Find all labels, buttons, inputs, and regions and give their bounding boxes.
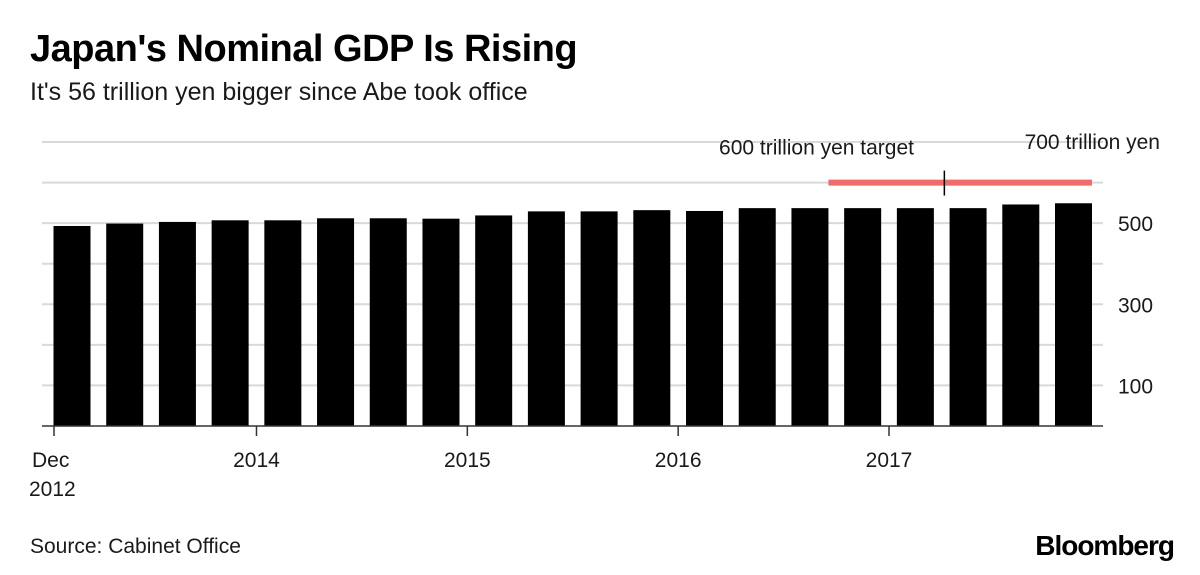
y-tick-label-500: 500 [1118,213,1153,236]
bar-mar-2014 [317,218,355,426]
y-tick-label-300: 300 [1118,294,1153,317]
chart-subtitle: It's 56 trillion yen bigger since Abe to… [30,78,528,106]
bar-dec-2015 [686,210,724,426]
x-tick-label-2015: 2015 [444,449,491,472]
x-tick-label-2016: 2016 [655,449,702,472]
target-label: 600 trillion yen target [719,137,914,160]
bar-dec-2016 [896,208,934,426]
bar-jun-2015 [580,211,618,426]
bar-sep-2014 [422,218,460,426]
chart-title: Japan's Nominal GDP Is Rising [30,28,578,70]
bar-mar-2016 [738,208,776,426]
bar-sep-2013 [211,220,249,426]
source-note: Source: Cabinet Office [30,535,241,558]
x-tick-label-dec: Dec [32,449,69,472]
bar-mar-2017 [949,208,987,426]
bar-sep-2017 [1055,203,1092,426]
gdp-bar-chart: 600 trillion yen target 700 trillion yen … [29,131,1160,501]
bar-jun-2014 [369,218,407,426]
x-tick-label-2012: 2012 [29,478,76,501]
y-tick-label-100: 100 [1118,375,1153,398]
target-annotation: 600 trillion yen target 700 trillion yen [719,131,1160,196]
bar-jun-2013 [158,221,196,426]
bar-series [53,203,1092,426]
bar-dec-2014 [475,215,513,426]
bar-mar-2013 [106,223,144,426]
x-tick-label-2017: 2017 [866,449,913,472]
bloomberg-logo: Bloomberg [1035,530,1175,561]
bar-jun-2017 [1002,204,1040,426]
axes: 100 300 500 Dec 2012 2014 2015 2016 2017 [29,213,1153,501]
bar-jun-2016 [791,208,829,426]
bar-sep-2015 [633,210,671,426]
gridline-label-700: 700 trillion yen [1025,131,1160,154]
bar-dec-2012 [53,225,91,426]
bar-mar-2015 [527,211,565,426]
bar-sep-2016 [844,208,882,426]
x-tick-label-2014: 2014 [233,449,280,472]
bar-dec-2013 [264,220,302,426]
